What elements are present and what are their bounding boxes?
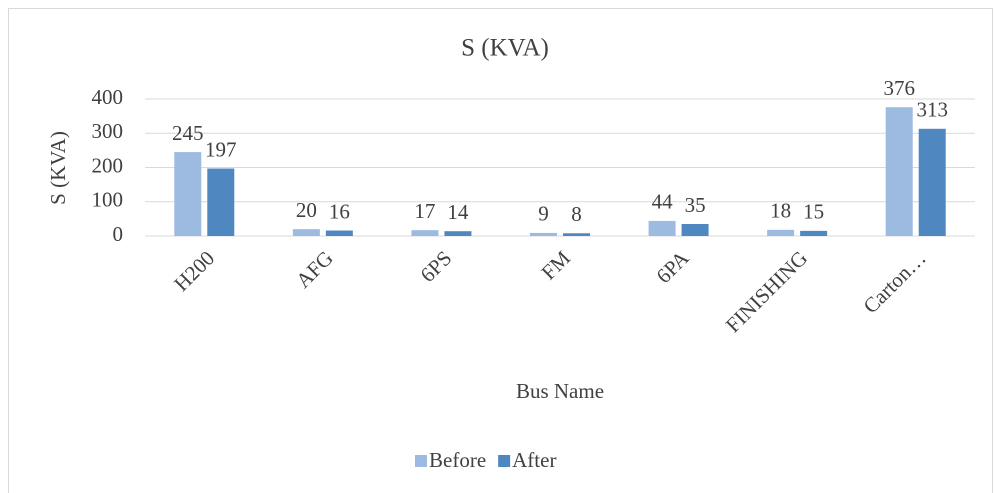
- bar: [292, 229, 320, 236]
- bar: [563, 233, 590, 236]
- bar: [681, 224, 709, 236]
- bar: [174, 152, 202, 236]
- data-label: 313: [916, 98, 948, 122]
- data-label: 15: [803, 200, 824, 224]
- bar: [411, 230, 439, 236]
- chart-title: S (KVA): [461, 35, 549, 62]
- data-label: 44: [652, 190, 674, 214]
- legend-swatch: [498, 455, 511, 467]
- legend-label: Before: [429, 448, 486, 472]
- data-label: 17: [414, 199, 435, 223]
- bar: [325, 230, 353, 236]
- data-label: 16: [329, 199, 350, 223]
- bar: [918, 128, 946, 236]
- y-tick-label: 100: [92, 188, 124, 212]
- data-label: 9: [538, 202, 549, 226]
- legend-swatch: [415, 455, 427, 467]
- bar: [648, 220, 676, 236]
- legend-label: After: [512, 448, 556, 472]
- data-label: 8: [571, 202, 582, 226]
- data-label: 376: [883, 76, 915, 100]
- y-axis-label: S (KVA): [46, 131, 70, 205]
- bar: [530, 232, 557, 236]
- bar: [444, 231, 472, 236]
- bar: [800, 230, 828, 236]
- data-label: 245: [172, 121, 204, 145]
- y-tick-label: 400: [92, 85, 124, 109]
- y-tick-label: 300: [92, 119, 124, 143]
- data-label: 197: [205, 137, 237, 161]
- bar: [207, 168, 235, 236]
- data-label: 35: [685, 193, 706, 217]
- bar: [885, 107, 913, 236]
- y-tick-label: 200: [92, 153, 124, 177]
- bar: [767, 229, 795, 236]
- y-tick-label: 0: [113, 222, 124, 246]
- x-axis-label: Bus Name: [516, 379, 604, 403]
- data-label: 20: [296, 198, 317, 222]
- chart-border: [8, 8, 993, 493]
- data-label: 18: [770, 199, 791, 223]
- data-label: 14: [447, 200, 469, 224]
